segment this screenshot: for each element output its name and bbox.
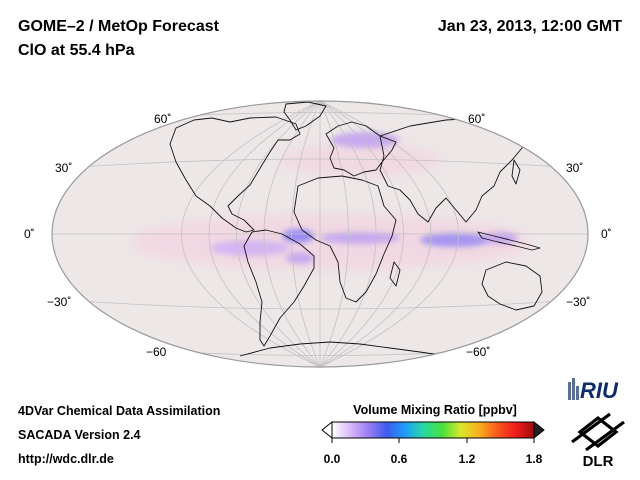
colorbar-tick-label-1: 0.6: [390, 452, 408, 466]
lat-label-left-30s: −30˚: [47, 295, 71, 309]
lat-label-right-60n: 60˚: [468, 112, 485, 126]
dlr-logo-mark: [571, 412, 625, 452]
lat-label-left-0: 0˚: [24, 227, 35, 241]
field-tropics-band: [130, 214, 530, 270]
lat-label-right-30s: −30˚: [566, 295, 590, 309]
coast-africa: [293, 175, 397, 303]
coast-antarctica: [239, 341, 461, 359]
coast-greenland: [283, 101, 327, 131]
colorbar-tick-label-0: 0.0: [323, 452, 341, 466]
colorbar-min-arrow: [321, 420, 333, 440]
riu-logo-text: RIU: [580, 378, 619, 403]
meridian-w30: [291, 101, 321, 367]
map-title: GOME–2 / MetOp Forecast: [18, 18, 219, 35]
riu-logo-bar-1: [568, 382, 571, 400]
colorbar-tick-label-2: 1.2: [458, 452, 476, 466]
lat-label-left-30n: 30˚: [55, 161, 72, 175]
coast-europe: [325, 121, 397, 177]
field-atlantic-core: [282, 229, 314, 243]
coast-madagascar: [389, 261, 401, 287]
forecast-datetime: Jan 23, 2013, 12:00 GMT: [437, 18, 622, 35]
meridian-e60: [319, 101, 377, 367]
lat-label-left-60s: −60: [146, 345, 167, 359]
field-africa-core: [320, 232, 400, 244]
coast-south-america: [243, 229, 315, 347]
latitude-labels: 60˚ 30˚ 0˚ −30˚ −60 60˚ 30˚ 0˚ −30˚ −60˚: [24, 112, 612, 359]
field-indian-core: [420, 233, 490, 247]
coast-australia: [481, 261, 543, 311]
field-america-core: [210, 240, 290, 256]
world-map: 60˚ 30˚ 0˚ −30˚ −60 60˚ 30˚ 0˚ −30˚ −60˚: [24, 100, 612, 368]
coast-north-america: [169, 116, 301, 233]
riu-logo-bar-3: [576, 386, 579, 400]
meridian-w60: [263, 101, 321, 367]
colorbar-title: Volume Mixing Ratio [ppbv]: [353, 403, 517, 417]
lat-label-left-60n: 60˚: [154, 112, 171, 126]
colorbar: [321, 420, 545, 443]
footer-assimilation: 4DVar Chemical Data Assimilation: [18, 404, 221, 418]
globe-outline: [51, 100, 589, 368]
colorbar-gradient: [331, 421, 535, 439]
field-brazil-core: [286, 252, 314, 264]
coast-japan: [511, 159, 521, 185]
meridian-e120: [319, 101, 432, 367]
lat-label-right-60s: −60˚: [466, 345, 490, 359]
lat-label-right-30n: 30˚: [566, 161, 583, 175]
colorbar-tick-label-3: 1.8: [525, 452, 543, 466]
meridian-e150: [319, 101, 459, 367]
meridian-e90: [319, 101, 404, 367]
map-subtitle: ClO at 55.4 hPa: [18, 42, 135, 59]
meridian-w150: [181, 101, 321, 367]
coast-indonesia: [477, 231, 541, 251]
meridian-w120: [208, 101, 321, 367]
lat-label-right-0: 0˚: [601, 227, 612, 241]
meridian-w90: [236, 101, 321, 367]
meridian-e30: [319, 101, 349, 367]
dlr-logo: DLR: [571, 412, 625, 470]
riu-logo-bar-2: [572, 378, 575, 400]
riu-logo: RIU: [568, 378, 619, 403]
footer-url[interactable]: http://wdc.dlr.de: [18, 452, 114, 466]
footer-version: SACADA Version 2.4: [18, 428, 141, 442]
colorbar-max-arrow: [533, 420, 545, 440]
dlr-logo-text: DLR: [583, 453, 614, 470]
